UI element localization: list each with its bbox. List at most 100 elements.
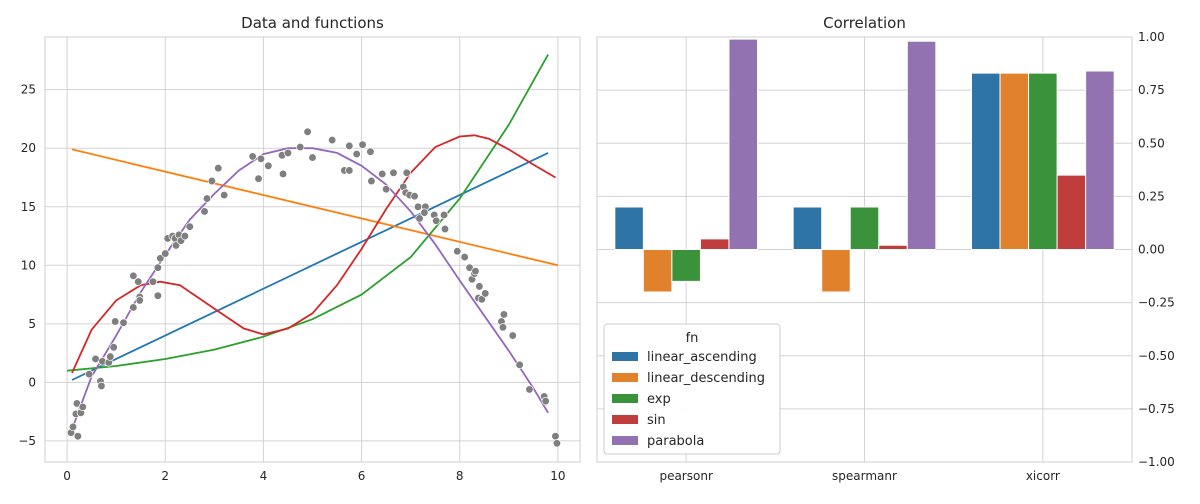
scatter-point bbox=[78, 402, 87, 412]
scatter-point bbox=[180, 231, 190, 241]
left-chart-y-ticks: −5 0 5 10 15 20 25 bbox=[18, 83, 36, 448]
scatter-point bbox=[440, 224, 450, 234]
scatter-point bbox=[97, 381, 106, 391]
scatter-point bbox=[308, 153, 317, 162]
legend-label: linear_descending bbox=[647, 371, 765, 386]
bar-linear-descending-xicorr bbox=[999, 72, 1030, 250]
scatter-point bbox=[389, 168, 398, 177]
left-x-tick-label: 2 bbox=[161, 469, 169, 483]
right-y-tick-label: 0.00 bbox=[1138, 243, 1165, 257]
scatter-point bbox=[551, 432, 560, 441]
legend-swatch bbox=[612, 415, 638, 424]
legend-label: exp bbox=[647, 392, 671, 407]
scatter-point bbox=[185, 222, 194, 231]
scatter-point bbox=[248, 152, 257, 161]
bar-sin-spearmanr bbox=[878, 244, 908, 250]
right-y-tick-label: 0.75 bbox=[1138, 83, 1165, 97]
left-x-tick-label: 0 bbox=[63, 469, 71, 483]
left-x-tick-label: 4 bbox=[260, 469, 268, 483]
left-y-tick-label: 5 bbox=[28, 317, 36, 331]
scatter-point bbox=[402, 168, 411, 177]
legend-swatch bbox=[612, 436, 638, 445]
legend-box bbox=[603, 323, 781, 455]
scatter-point bbox=[68, 422, 78, 432]
left-y-tick-label: 10 bbox=[21, 258, 36, 272]
right-chart-panel: Correlation −1.00 −0.75 −0.50 −0.25 0.00 0.25… bbox=[596, 14, 1175, 483]
scatter-point bbox=[256, 154, 266, 163]
left-y-tick-label: 15 bbox=[21, 200, 36, 214]
scatter-point bbox=[200, 207, 209, 216]
scatter-point bbox=[153, 263, 163, 272]
scatter-point bbox=[129, 303, 138, 312]
right-y-tick-label: −0.25 bbox=[1138, 296, 1175, 310]
scatter-point bbox=[161, 249, 170, 258]
scatter-point bbox=[153, 291, 163, 300]
legend-swatch bbox=[612, 352, 638, 361]
scatter-point bbox=[366, 147, 375, 156]
right-y-tick-label: 0.25 bbox=[1138, 189, 1165, 203]
left-chart-panel: Data and functions 0 2 4 6 8 10 −5 0 5 10 15 20 25 bbox=[18, 14, 581, 483]
scatter-point bbox=[303, 127, 312, 136]
scatter-point bbox=[352, 149, 361, 159]
scatter-point bbox=[471, 267, 480, 276]
scatter-point bbox=[73, 432, 83, 441]
right-y-tick-label: −1.00 bbox=[1138, 455, 1175, 469]
right-chart-title: Correlation bbox=[823, 14, 906, 32]
scatter-point bbox=[202, 194, 212, 203]
line-exp bbox=[67, 54, 549, 372]
line-linear-descending bbox=[71, 148, 559, 267]
scatter-point bbox=[220, 190, 229, 200]
bar-parabola-pearsonr bbox=[728, 38, 759, 250]
scatter-point bbox=[106, 352, 115, 361]
legend-label: linear_ascending bbox=[647, 350, 757, 365]
left-chart-x-ticks: 0 2 4 6 8 10 bbox=[63, 469, 565, 483]
bar-linear-descending-spearmanr bbox=[821, 249, 851, 293]
scatter-point bbox=[541, 396, 550, 406]
right-chart-frame bbox=[596, 36, 1133, 463]
scatter-point bbox=[119, 318, 128, 327]
scatter-point bbox=[111, 317, 120, 326]
scatter-point bbox=[460, 252, 469, 262]
right-chart-y-ticks: −1.00 −0.75 −0.50 −0.25 0.00 0.25 0.50 0.75 1.00 bbox=[1138, 30, 1175, 469]
bar-parabola-xicorr bbox=[1085, 70, 1115, 250]
bar-exp-spearmanr bbox=[849, 206, 880, 250]
scatter-point bbox=[85, 370, 94, 379]
scatter-point bbox=[508, 331, 517, 340]
scatter-point bbox=[413, 202, 423, 211]
left-y-tick-label: 25 bbox=[21, 83, 36, 97]
scatter-point bbox=[214, 163, 223, 173]
scatter-point bbox=[439, 210, 449, 220]
scatter-point bbox=[278, 169, 288, 179]
legend-label: parabola bbox=[647, 434, 704, 449]
legend-title: fn bbox=[686, 331, 699, 346]
bar-exp-pearsonr bbox=[671, 249, 701, 282]
right-y-tick-label: −0.75 bbox=[1138, 402, 1175, 416]
left-y-tick-label: 20 bbox=[21, 141, 36, 155]
bar-linear-ascending-spearmanr bbox=[792, 206, 823, 250]
left-y-tick-label: 0 bbox=[28, 375, 36, 389]
left-y-tick-label: −5 bbox=[18, 434, 36, 448]
scatter-point bbox=[432, 216, 441, 225]
scatter-point bbox=[453, 247, 462, 256]
scatter-point bbox=[129, 271, 138, 280]
scatter-point bbox=[296, 142, 305, 152]
scatter-point bbox=[415, 214, 424, 223]
scatter-point bbox=[358, 140, 367, 149]
left-x-tick-label: 8 bbox=[456, 469, 464, 483]
scatter-point bbox=[91, 354, 100, 364]
scatter-point bbox=[525, 385, 534, 394]
scatter-point bbox=[499, 310, 509, 319]
bar-parabola-spearmanr bbox=[906, 40, 937, 250]
scatter-point bbox=[481, 289, 490, 298]
left-chart-frame bbox=[44, 36, 581, 463]
legend-swatch bbox=[612, 394, 638, 403]
left-chart-title: Data and functions bbox=[241, 14, 384, 32]
left-x-tick-label: 10 bbox=[550, 469, 565, 483]
scatter-point bbox=[552, 439, 562, 448]
scatter-point bbox=[327, 135, 337, 145]
line-parabola bbox=[71, 147, 549, 430]
right-chart-bars bbox=[614, 38, 1115, 293]
scatter-point bbox=[264, 161, 273, 170]
